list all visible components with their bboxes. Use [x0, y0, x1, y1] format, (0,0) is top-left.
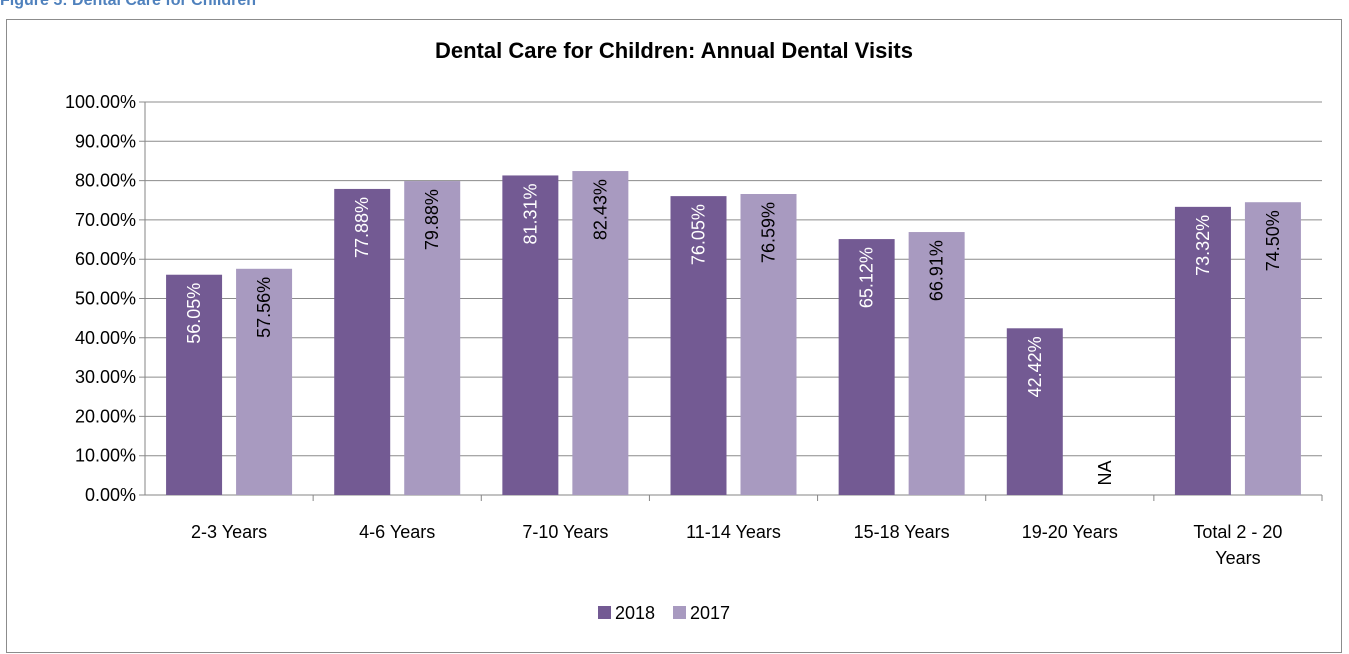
x-tick-label: Total 2 - 20 Years [1193, 522, 1282, 568]
data-label: NA [1095, 460, 1115, 485]
data-label: 57.56% [254, 277, 274, 338]
y-tick-label: 20.00% [75, 406, 136, 426]
bars: 56.05% 57.56% 77.88% 79.88% 81.31% 82.43% 76.0… [166, 171, 1301, 496]
data-label: 77.88% [352, 197, 372, 258]
figure-caption: Figure 5: Dental Care for Children [0, 0, 257, 9]
y-tick-label: 80.00% [75, 171, 136, 191]
x-tick-label: 4-6 Years [359, 522, 435, 542]
bar-2017 [908, 232, 965, 495]
bar-2017 [1244, 202, 1301, 495]
legend-swatch-2018 [598, 606, 611, 619]
y-tick-label: 70.00% [75, 210, 136, 230]
bar-2017 [572, 171, 629, 495]
y-tick-label: 30.00% [75, 367, 136, 387]
y-tick-label: 100.00% [65, 92, 136, 112]
bar-2017 [740, 194, 797, 496]
data-label: 81.31% [520, 183, 540, 244]
data-label: 42.42% [1025, 336, 1045, 397]
x-tick-label: 11-14 Years [686, 522, 781, 542]
x-tick-label: 7-10 Years [522, 522, 608, 542]
bar-2018 [502, 175, 559, 495]
y-axis: 0.00% 10.00% 20.00% 30.00% 40.00% 50.00% 60.00… [65, 92, 146, 505]
x-tick-label: 19-20 Years [1022, 522, 1118, 542]
y-tick-label: 40.00% [75, 328, 136, 348]
bar-2018 [1174, 206, 1231, 495]
bar-2018 [670, 196, 727, 495]
y-tick-label: 60.00% [75, 249, 136, 269]
x-tick-label: 2-3 Years [191, 522, 267, 542]
bar-2018 [166, 274, 223, 495]
legend-label-2018: 2018 [615, 603, 655, 623]
x-tick-label: 15-18 Years [854, 522, 950, 542]
data-label: 66.91% [927, 240, 947, 301]
bar-2018 [838, 239, 895, 495]
gridlines [139, 101, 1322, 496]
data-label: 82.43% [590, 179, 610, 240]
data-label: 73.32% [1193, 215, 1213, 276]
chart-title: Dental Care for Children: Annual Dental … [435, 38, 913, 63]
y-tick-label: 10.00% [75, 446, 136, 466]
data-label: 74.50% [1263, 210, 1283, 271]
legend-label-2017: 2017 [690, 603, 730, 623]
x-axis: 2-3 Years 4-6 Years 7-10 Years 11-14 Years 1… [191, 495, 1323, 568]
data-label: 79.88% [422, 189, 442, 250]
data-label: 65.12% [857, 247, 877, 308]
data-label: 56.05% [184, 283, 204, 344]
data-label: 76.05% [689, 204, 709, 265]
legend-swatch-2017 [673, 606, 686, 619]
data-label: 76.59% [759, 202, 779, 263]
y-tick-label: 90.00% [75, 131, 136, 151]
bar-2018 [334, 188, 391, 496]
y-tick-label: 50.00% [75, 289, 136, 309]
bar-2018 [1006, 328, 1063, 495]
legend: 2018 2017 [598, 603, 730, 623]
bar-2017 [236, 268, 293, 495]
bar-2017 [404, 181, 461, 495]
y-tick-label: 0.00% [85, 485, 136, 505]
